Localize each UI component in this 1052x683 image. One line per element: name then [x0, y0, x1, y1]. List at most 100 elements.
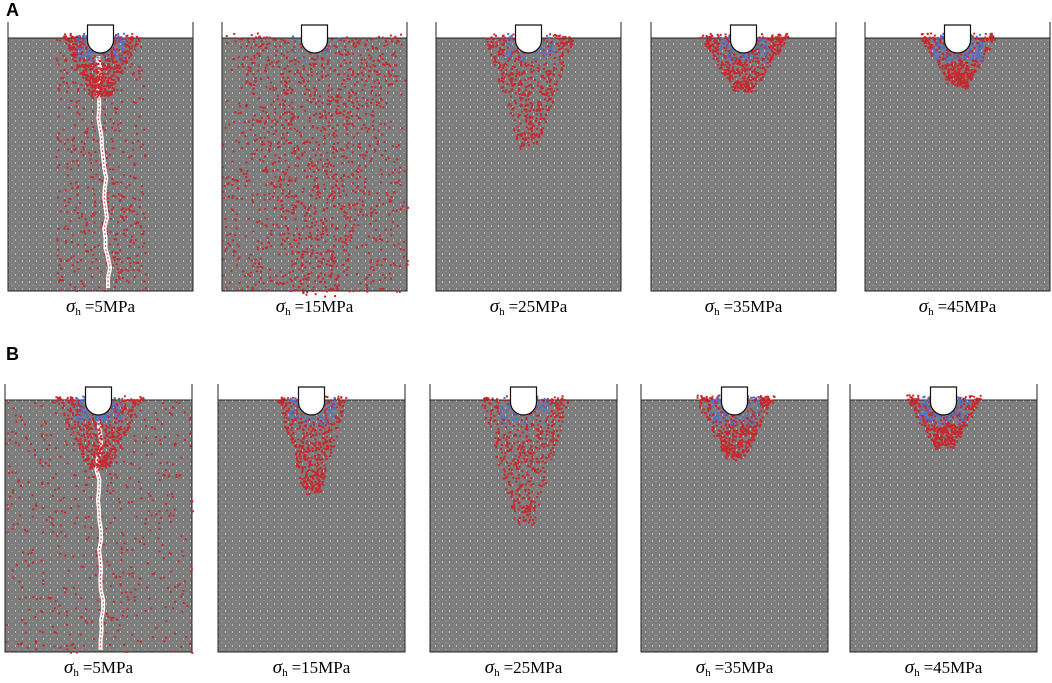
- damage: [90, 526, 93, 529]
- damage: [389, 65, 392, 68]
- damage: [64, 35, 67, 38]
- damage: [713, 39, 716, 42]
- damage: [93, 221, 96, 224]
- damage: [751, 65, 754, 68]
- damage: [94, 77, 97, 80]
- damage: [237, 112, 240, 115]
- damage: [263, 169, 266, 172]
- damage: [72, 234, 75, 237]
- damage: [92, 77, 95, 80]
- damage: [363, 67, 366, 70]
- damage: [723, 72, 726, 75]
- damage: [137, 221, 140, 224]
- damage: [281, 133, 284, 136]
- damage: [45, 434, 48, 437]
- damage: [553, 62, 556, 65]
- damage: [565, 43, 568, 46]
- damage: [87, 536, 90, 539]
- panel-label: σh =25MPa: [490, 296, 568, 318]
- damage: [121, 50, 124, 53]
- damage: [280, 52, 283, 55]
- damage: [295, 262, 298, 265]
- damage: [533, 79, 536, 82]
- damage: [121, 72, 124, 75]
- damage: [266, 171, 269, 174]
- damage: [173, 443, 176, 446]
- damage: [90, 68, 93, 71]
- damage: [65, 38, 68, 41]
- damage: [376, 263, 379, 266]
- damage: [18, 444, 21, 447]
- damage: [147, 492, 150, 495]
- damage: [494, 55, 497, 58]
- damage: [504, 62, 507, 65]
- damage: [559, 75, 562, 78]
- damage: [960, 81, 963, 84]
- damage: [231, 239, 234, 242]
- damage: [253, 262, 256, 265]
- damage: [321, 58, 324, 61]
- damage: [128, 477, 131, 480]
- damage: [234, 218, 237, 221]
- damage: [76, 50, 79, 53]
- damage: [976, 64, 979, 67]
- damage: [235, 264, 238, 267]
- damage: [299, 75, 302, 78]
- damage: [540, 131, 543, 134]
- damage: [291, 118, 294, 121]
- damage: [562, 65, 565, 68]
- damage: [538, 135, 541, 138]
- damage: [389, 289, 392, 292]
- damage: [302, 78, 305, 81]
- damage: [539, 112, 542, 115]
- damage: [774, 41, 777, 44]
- damage: [54, 510, 57, 513]
- damage: [400, 33, 403, 36]
- damage: [370, 92, 373, 95]
- damage: [264, 122, 267, 125]
- damage: [283, 54, 286, 57]
- damage: [753, 77, 756, 80]
- damage: [371, 265, 374, 268]
- damage: [276, 199, 279, 202]
- damage: [286, 111, 289, 114]
- damage: [275, 185, 278, 188]
- damage: [518, 71, 521, 74]
- damage: [545, 34, 548, 37]
- damage: [297, 242, 300, 245]
- damage: [761, 57, 764, 60]
- damage: [272, 132, 275, 135]
- damage: [40, 559, 43, 562]
- damage: [963, 74, 966, 77]
- damage: [326, 201, 329, 204]
- damage: [60, 69, 63, 72]
- damage: [340, 207, 343, 210]
- damage: [222, 144, 225, 147]
- damage: [538, 110, 541, 113]
- damage: [383, 74, 386, 77]
- damage: [370, 101, 373, 104]
- damage: [51, 610, 54, 613]
- damage: [304, 141, 307, 144]
- damage: [283, 240, 286, 243]
- damage: [281, 204, 284, 207]
- damage: [118, 54, 121, 57]
- damage: [985, 47, 988, 50]
- damage: [337, 96, 340, 99]
- damage: [131, 235, 134, 238]
- damage: [302, 227, 305, 230]
- damage: [245, 175, 248, 178]
- damage: [80, 597, 83, 600]
- damage: [388, 75, 391, 78]
- damage: [729, 80, 732, 83]
- damage: [761, 48, 764, 51]
- damage: [717, 42, 720, 45]
- damage: [769, 60, 772, 63]
- damage: [107, 200, 110, 203]
- damage: [91, 58, 94, 61]
- damage: [746, 77, 749, 80]
- damage: [967, 75, 970, 78]
- damage: [392, 262, 395, 265]
- damage: [382, 287, 385, 290]
- damage: [131, 210, 134, 213]
